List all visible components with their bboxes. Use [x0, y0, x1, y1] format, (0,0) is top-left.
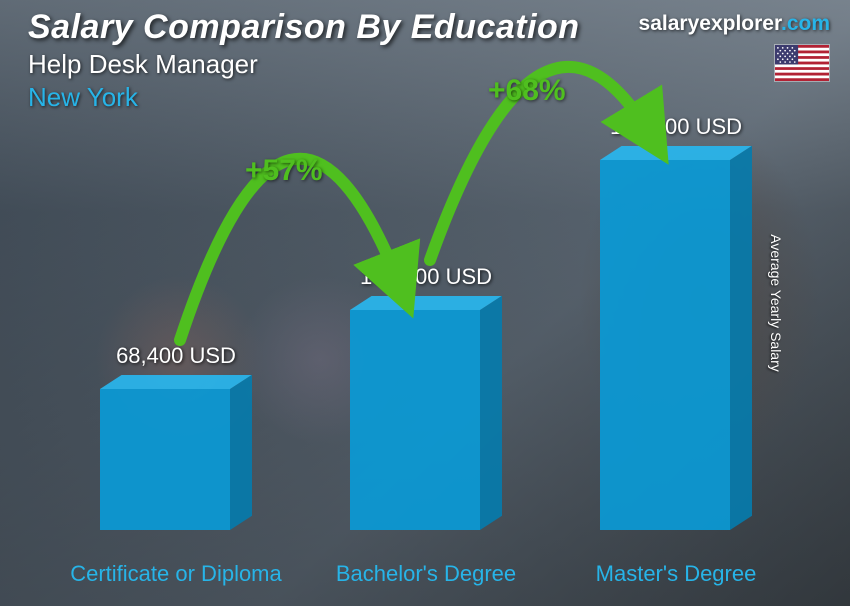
increment-label: +57%: [245, 154, 323, 188]
brand-name: salaryexplorer: [639, 12, 781, 35]
bar-chart: 68,400 USDCertificate or Diploma107,000 …: [50, 130, 790, 586]
brand-logo-text: salaryexplorer.com: [639, 12, 830, 36]
flag-icon: [774, 44, 830, 82]
increment-label: +68%: [488, 74, 566, 108]
increment-arrows: [50, 130, 790, 586]
brand-suffix: .com: [781, 12, 830, 35]
chart-location: New York: [28, 82, 830, 113]
chart-subtitle: Help Desk Manager: [28, 49, 830, 80]
